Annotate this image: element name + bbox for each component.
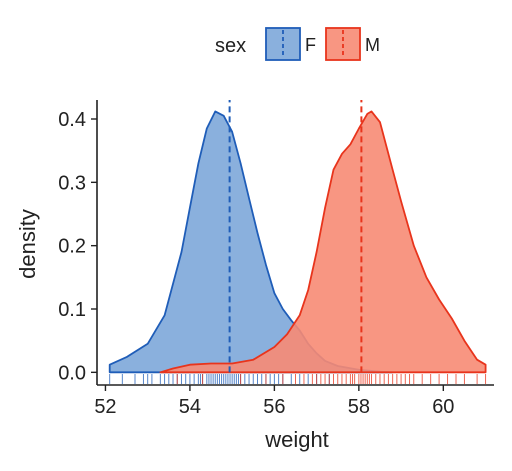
y-tick-label: 0.4 [58,109,86,131]
y-tick-label: 0.3 [58,172,86,194]
legend-entry-F: F [265,27,316,61]
legend-entry-M: M [325,27,380,61]
x-tick-label: 54 [179,396,201,418]
y-tick-label: 0.0 [58,362,86,384]
x-tick-label: 56 [263,396,285,418]
x-tick-label: 60 [432,396,454,418]
density-area-M [159,110,487,374]
x-tick-label: 52 [94,396,116,418]
series-layer [108,110,487,374]
y-axis-title: density [15,209,40,279]
mean-lines [228,100,363,373]
rug-marks [109,374,487,384]
y-tick-label: 0.2 [58,236,86,258]
x-axis-title: weight [264,427,329,452]
y-tick-label: 0.1 [58,299,86,321]
legend-label-M: M [365,35,380,55]
legend-label-F: F [305,35,316,55]
x-tick-label: 58 [348,396,370,418]
axes: 52 54 56 58 60 0.0 0.1 0.2 0.3 0.4 [58,100,494,418]
legend-title: sex [215,35,246,57]
legend: sex F M [215,27,380,61]
